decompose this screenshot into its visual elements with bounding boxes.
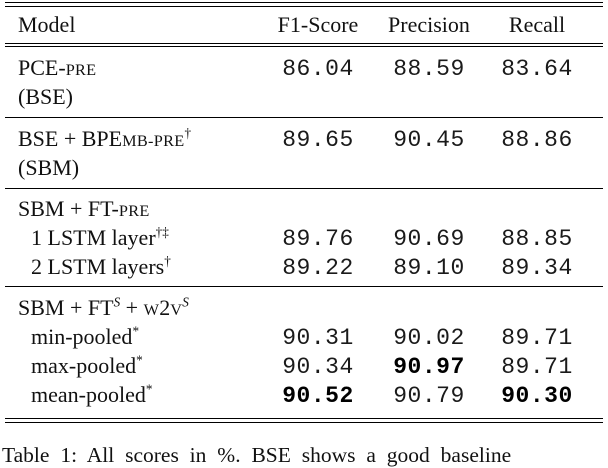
section-rule xyxy=(5,117,603,118)
section-sbm-ft-pre: SBM + FT-PRE 1 LSTM layer†‡ 89.76 90.69 … xyxy=(0,189,608,286)
superscript-s: S xyxy=(113,294,121,310)
dagger-marker: † xyxy=(164,253,171,269)
recall-cell: 83.64 xyxy=(501,56,573,82)
f1-cell: 90.31 xyxy=(282,325,354,351)
section-bse-bpemb: BSE + BPEMB-PRE† 89.65 90.45 88.86 (SBM) xyxy=(0,118,608,188)
table-row: min-pooled* 90.31 90.02 89.71 xyxy=(0,322,608,351)
f1-cell: 90.34 xyxy=(282,354,354,380)
recall-cell: 89.34 xyxy=(501,255,573,281)
model-cell: max-pooled* xyxy=(31,352,143,378)
table-row: (SBM) xyxy=(0,153,608,182)
asterisk-marker: * xyxy=(136,352,143,368)
top-rule xyxy=(5,2,603,7)
model-cell: (SBM) xyxy=(18,155,80,180)
precision-cell: 90.02 xyxy=(393,325,465,351)
header-recall: Recall xyxy=(508,11,566,37)
dagger-ddagger-marker: †‡ xyxy=(155,224,169,240)
table-row: max-pooled* 90.34 90.97 89.71 xyxy=(0,351,608,380)
model-cell: SBM + FT-PRE xyxy=(18,196,150,221)
recall-cell-bold: 90.30 xyxy=(501,383,573,409)
precision-cell: 90.79 xyxy=(393,383,465,409)
table-row: 1 LSTM layer†‡ 89.76 90.69 88.85 xyxy=(0,223,608,252)
model-cell: mean-pooled* xyxy=(31,381,153,407)
table-row: SBM + FTS + W2VS xyxy=(0,293,608,322)
precision-cell-bold: 90.97 xyxy=(393,354,465,380)
precision-cell: 90.45 xyxy=(393,127,465,153)
dagger-marker: † xyxy=(184,125,192,141)
recall-cell: 89.71 xyxy=(501,325,573,351)
section-rule xyxy=(5,188,603,189)
table-row: 2 LSTM layers† 89.22 89.10 89.34 xyxy=(0,252,608,281)
header-model: Model xyxy=(18,11,76,37)
table-row: BSE + BPEMB-PRE† 89.65 90.45 88.86 xyxy=(0,124,608,153)
table-row: SBM + FT-PRE xyxy=(0,194,608,223)
asterisk-marker: * xyxy=(132,323,140,339)
table-caption: Table 1: All scores in %. BSE shows a go… xyxy=(2,442,512,467)
f1-cell: 89.65 xyxy=(282,127,354,153)
asterisk-marker: * xyxy=(145,381,153,397)
section-rule xyxy=(5,286,603,287)
model-cell: PCE-PRE xyxy=(18,55,97,80)
table-row: (BSE) xyxy=(0,82,608,111)
table-row: mean-pooled* 90.52 90.79 90.30 xyxy=(0,380,608,409)
recall-cell: 89.71 xyxy=(501,354,573,380)
precision-cell: 90.69 xyxy=(393,226,465,252)
precision-cell: 89.10 xyxy=(393,255,465,281)
superscript-s: S xyxy=(182,294,189,310)
model-cell: min-pooled* xyxy=(31,323,140,349)
results-table: Model F1-Score Precision Recall PCE-PRE … xyxy=(0,2,608,423)
precision-cell: 88.59 xyxy=(393,56,465,82)
model-cell: SBM + FTS + W2VS xyxy=(18,294,189,320)
bottom-rule xyxy=(5,418,603,423)
table-header-row: Model F1-Score Precision Recall xyxy=(0,7,608,43)
header-rule xyxy=(5,42,603,47)
f1-cell: 89.22 xyxy=(282,255,354,281)
header-precision: Precision xyxy=(388,11,470,37)
model-cell: (BSE) xyxy=(18,84,73,109)
f1-cell: 89.76 xyxy=(282,226,354,252)
section-sbm-ft-w2v: SBM + FTS + W2VS min-pooled* 90.31 90.02… xyxy=(0,287,608,418)
model-cell: 1 LSTM layer†‡ xyxy=(31,224,169,250)
model-cell: 2 LSTM layers† xyxy=(31,253,171,279)
model-cell: BSE + BPEMB-PRE† xyxy=(18,125,192,151)
table-row: PCE-PRE 86.04 88.59 83.64 xyxy=(0,53,608,82)
recall-cell: 88.86 xyxy=(501,127,573,153)
header-f1-score: F1-Score xyxy=(277,11,359,37)
recall-cell: 88.85 xyxy=(501,226,573,252)
f1-cell-bold: 90.52 xyxy=(282,383,354,409)
section-pce-pre: PCE-PRE 86.04 88.59 83.64 (BSE) xyxy=(0,47,608,117)
f1-cell: 86.04 xyxy=(282,56,354,82)
